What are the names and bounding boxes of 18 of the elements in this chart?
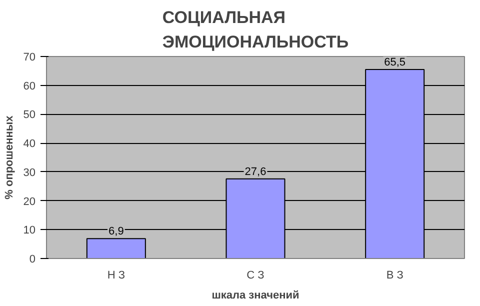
y-tick-label: 0 <box>29 254 36 266</box>
y-tick-label: 10 <box>23 224 36 237</box>
bar <box>86 238 146 258</box>
y-tick-label: 20 <box>23 196 36 208</box>
data-label: 65,5 <box>384 56 406 68</box>
y-tick-label: 40 <box>23 138 36 150</box>
y-tick-label: 60 <box>23 80 36 92</box>
x-tick-label: Н З <box>107 270 126 282</box>
y-tick-label: 70 <box>23 52 36 64</box>
y-axis-title: % опрошенных <box>3 114 16 200</box>
x-tick-label: В З <box>386 270 404 282</box>
data-label: 6,9 <box>108 226 124 238</box>
data-label: 27,6 <box>244 166 266 178</box>
x-axis-title: шкала значений <box>212 290 300 302</box>
y-tick-label: 30 <box>23 166 36 179</box>
chart-title: СОЦИАЛЬНАЯ ЭМОЦИОНАЛЬНОСТЬ <box>162 8 349 52</box>
y-tick-label: 50 <box>23 109 36 122</box>
x-tick-label: С З <box>246 270 265 282</box>
